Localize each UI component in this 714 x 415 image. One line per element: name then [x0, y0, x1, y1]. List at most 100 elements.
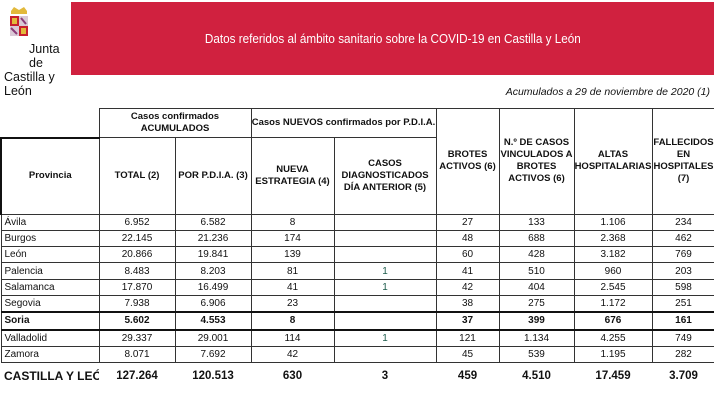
cell-brotes: 45: [435, 345, 500, 364]
cell-fallecidos: 203: [651, 262, 714, 280]
cell-altas: 3.182: [573, 246, 653, 264]
cell-brotes: 48: [435, 229, 500, 248]
cell-total: 17.870: [98, 278, 176, 296]
cell-altas: 2.545: [573, 278, 653, 296]
cell-pdia: 6.582: [174, 213, 252, 231]
cell-fallecidos: 251: [651, 294, 714, 313]
header-total: TOTAL (2): [98, 137, 176, 215]
covid-data-table: Casos confirmados ACUMULADOS Casos NUEVO…: [0, 108, 714, 389]
table-row: Soria 5.602 4.553 8 37 399 676 161: [0, 311, 714, 331]
cell-nueva-estrategia: 174: [250, 229, 335, 248]
header-altas: ALTAS HOSPITALARIAS: [573, 108, 653, 215]
logo-line-2: Castilla y León: [4, 70, 55, 98]
coat-of-arms-icon: [10, 7, 28, 36]
cell-dia-anterior: [333, 345, 437, 364]
cell-total: 6.952: [98, 213, 176, 231]
header-blank: [1, 108, 99, 139]
cell-fallecidos: 282: [651, 345, 714, 364]
cell-vinculados: 510: [498, 262, 575, 280]
cell-pdia: 6.906: [174, 294, 252, 313]
cell-pdia: 4.553: [174, 311, 252, 331]
cell-vinculados: 1.134: [498, 329, 575, 347]
cell-provincia: Salamanca: [0, 278, 100, 296]
cell-provincia: Valladolid: [0, 329, 100, 347]
table-row: Salamanca 17.870 16.499 41 1 42 404 2.545 598: [0, 278, 714, 296]
junta-logo: Junta de Castilla y León: [4, 6, 70, 98]
cell-vinculados: 399: [498, 311, 575, 331]
cell-total: 22.145: [98, 229, 176, 248]
cell-nueva-estrategia: 8: [250, 311, 335, 331]
cell-vinculados: 688: [498, 229, 575, 248]
cell-pdia: 16.499: [174, 278, 252, 296]
page-title: Datos referidos al ámbito sanitario sobr…: [204, 31, 581, 46]
cell-provincia: Ávila: [0, 213, 100, 231]
cell-nueva-estrategia: 8: [250, 213, 335, 231]
cell-brotes: 121: [435, 329, 500, 347]
cell-pdia: 7.692: [174, 345, 252, 364]
total-pdia: 120.513: [192, 370, 234, 383]
cell-fallecidos: 234: [651, 213, 714, 231]
group-header-nuevos: Casos NUEVOS confirmados por P.D.I.A.: [250, 108, 437, 138]
cell-fallecidos: 749: [651, 329, 714, 347]
logo-line-1: Junta de: [29, 42, 60, 70]
cell-altas: 1.106: [573, 213, 653, 231]
cell-provincia: Zamora: [0, 345, 100, 364]
cell-dia-anterior: [333, 294, 437, 313]
date-note: Acumulados a 29 de noviembre de 2020 (1): [505, 86, 710, 98]
table-row: Palencia 8.483 8.203 81 1 41 510 960 203: [0, 262, 714, 280]
cell-altas: 676: [573, 311, 653, 331]
cell-nueva-estrategia: 139: [250, 246, 335, 264]
cell-total: 8.483: [98, 262, 176, 280]
header-provincia: Provincia: [0, 136, 100, 215]
table-row: Burgos 22.145 21.236 174 48 688 2.368 462: [0, 229, 714, 248]
cell-vinculados: 275: [498, 294, 575, 313]
total-vinculados: 4.510: [522, 370, 551, 383]
total-row: CASTILLA Y LEÓN 127.264 120.513 630 3 459 4.51…: [1, 363, 714, 390]
cell-provincia: Palencia: [0, 262, 100, 280]
cell-total: 7.938: [98, 294, 176, 313]
cell-dia-anterior: [333, 311, 437, 331]
cell-pdia: 21.236: [174, 229, 252, 248]
cell-provincia: Soria: [0, 311, 100, 331]
table-row: León 20.866 19.841 139 60 428 3.182 769: [0, 246, 714, 264]
header-dia-anterior: CASOS DIAGNOSTICADOS DÍA ANTERIOR (5): [333, 137, 437, 215]
cell-dia-anterior: [333, 246, 437, 264]
cell-altas: 2.368: [573, 229, 653, 248]
cell-nueva-estrategia: 23: [250, 294, 335, 313]
cell-pdia: 19.841: [174, 246, 252, 264]
cell-dia-anterior: 1: [333, 278, 437, 296]
total-provincia: CASTILLA Y LEÓN: [4, 369, 99, 384]
total-dia-anterior: 3: [381, 370, 389, 383]
table-row: Ávila 6.952 6.582 8 27 133 1.106 234: [0, 213, 714, 231]
cell-provincia: Burgos: [0, 229, 100, 248]
cell-brotes: 41: [435, 262, 500, 280]
cell-total: 8.071: [98, 345, 176, 364]
cell-altas: 960: [573, 262, 653, 280]
header-pdia: POR P.D.I.A. (3): [174, 137, 252, 215]
group-header-acumulados: Casos confirmados ACUMULADOS: [98, 108, 252, 138]
cell-vinculados: 539: [498, 345, 575, 364]
cell-altas: 1.172: [573, 294, 653, 313]
cell-dia-anterior: 1: [333, 329, 437, 347]
cell-brotes: 27: [435, 213, 500, 231]
cell-nueva-estrategia: 42: [250, 345, 335, 364]
cell-provincia: Segovia: [0, 294, 100, 313]
cell-fallecidos: 769: [651, 246, 714, 264]
cell-dia-anterior: [333, 213, 437, 231]
cell-altas: 4.255: [573, 329, 653, 347]
header-fallecidos: FALLECIDOS EN HOSPITALES (7): [651, 108, 714, 215]
title-banner: Datos referidos al ámbito sanitario sobr…: [71, 2, 714, 75]
cell-brotes: 42: [435, 278, 500, 296]
total-altas: 17.459: [595, 370, 631, 383]
cell-provincia: León: [0, 246, 100, 264]
cell-pdia: 29.001: [174, 329, 252, 347]
table-row: Valladolid 29.337 29.001 114 1 121 1.134 4.255 7…: [0, 329, 714, 347]
cell-nueva-estrategia: 41: [250, 278, 335, 296]
cell-brotes: 60: [435, 246, 500, 264]
cell-nueva-estrategia: 114: [250, 329, 335, 347]
cell-vinculados: 428: [498, 246, 575, 264]
cell-total: 20.866: [98, 246, 176, 264]
table-row: Zamora 8.071 7.692 42 45 539 1.195 282: [0, 345, 714, 364]
cell-dia-anterior: [333, 229, 437, 248]
table-row: Segovia 7.938 6.906 23 38 275 1.172 251: [0, 294, 714, 313]
